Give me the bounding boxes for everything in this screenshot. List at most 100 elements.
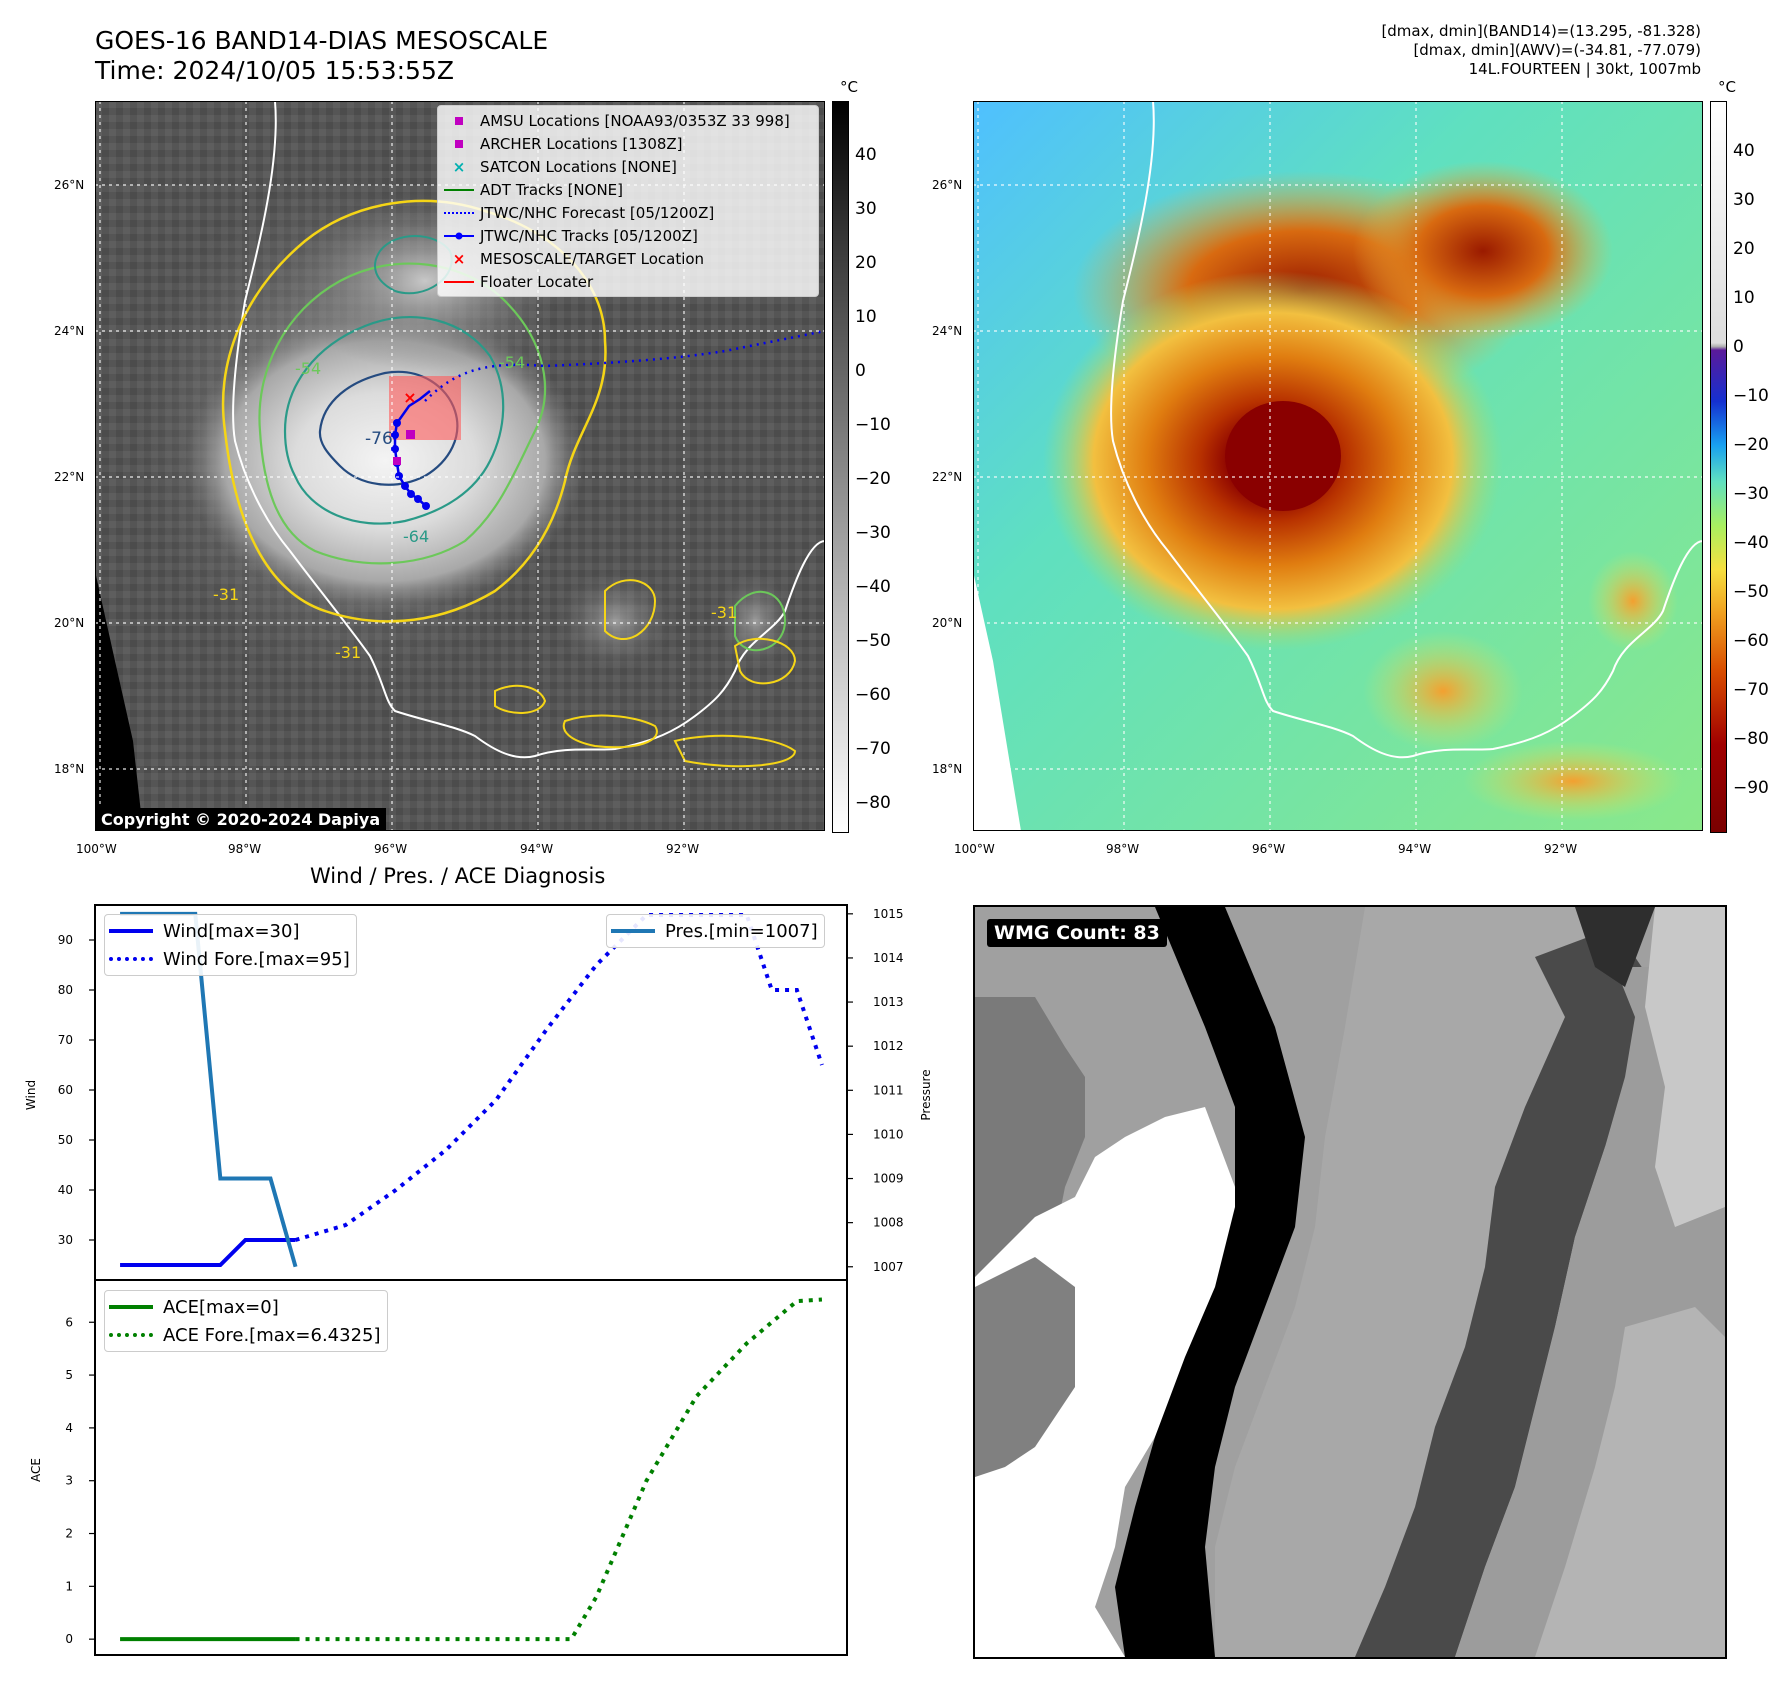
series-ace-fore-line (295, 1297, 823, 1642)
copyright-badge: Copyright © 2020-2024 Dapiya (95, 808, 387, 831)
colorbar-tick: −20 (855, 469, 891, 489)
legend-square-icon (438, 139, 480, 148)
lat-label: 20°N (932, 616, 963, 630)
map-legend: AMSU Locations [NOAA93/0353Z 33 998] ARC… (437, 105, 819, 297)
lat-label: 22°N (54, 470, 85, 484)
colorbar-tick: 20 (1733, 239, 1755, 259)
contour-label: -64 (403, 527, 430, 546)
colorbar-tick: 10 (1733, 288, 1755, 308)
colorbar-tick: −70 (1733, 680, 1769, 700)
legend-solid-line-icon (109, 929, 153, 933)
colorbar-tick: −10 (855, 415, 891, 435)
lat-label: 24°N (54, 324, 85, 338)
amsu-marker (406, 430, 415, 439)
series-wind-line (120, 1238, 296, 1267)
target-marker: × (403, 388, 416, 407)
lat-label: 26°N (932, 178, 963, 192)
color-map-panel (972, 100, 1704, 832)
ace-legend: ACE[max=0] ACE Fore.[max=6.4325] (104, 1290, 388, 1352)
colorbar-tick: −40 (1733, 533, 1769, 553)
legend-dotted-line-icon (109, 957, 153, 961)
colorbar-tick: −10 (1733, 386, 1769, 406)
contour-label: -76 (365, 429, 393, 449)
wind-axis-label: Wind (24, 1080, 38, 1110)
wind-tick-label: 30 (58, 1233, 73, 1247)
pressure-tick-label: 1010 (873, 1127, 904, 1141)
colorbar-tick: −50 (1733, 582, 1769, 602)
wind-tick-label: 60 (58, 1083, 73, 1097)
legend-item-archer: ARCHER Locations [1308Z] (438, 132, 818, 155)
wmg-count-badge: WMG Count: 83 (987, 919, 1167, 947)
lat-label: 22°N (932, 470, 963, 484)
legend-item-ace-forecast: ACE Fore.[max=6.4325] (109, 1321, 381, 1349)
color-map (972, 100, 1704, 832)
lon-label: 92°W (666, 842, 700, 856)
ace-axes-frame (94, 1279, 848, 1656)
contour-label: -54 (295, 359, 322, 378)
colorbar-tick: 20 (855, 253, 877, 273)
chart-time: Time: 2024/10/05 15:53:55Z (95, 56, 454, 85)
legend-x-icon: × (452, 157, 466, 176)
legend-item-wind: Wind[max=30] (109, 917, 350, 945)
wmg-panel: WMG Count: 83 (973, 905, 1727, 1659)
pressure-tick-label: 1013 (873, 995, 904, 1009)
legend-x-icon: × (452, 249, 466, 268)
contour-label: -31 (335, 643, 362, 662)
colorbar-tick: −50 (855, 631, 891, 651)
colorbar-tick: 40 (855, 145, 877, 165)
contour-label: -31 (711, 603, 738, 622)
info-block: [dmax, dmin](BAND14)=(13.295, -81.328) [… (1381, 22, 1701, 79)
legend-item-floater: Floater Locater (438, 270, 818, 293)
legend-item-amsu: AMSU Locations [NOAA93/0353Z 33 998] (438, 109, 818, 132)
legend-item-ace: ACE[max=0] (109, 1293, 381, 1321)
lat-label: 20°N (54, 616, 85, 630)
colorbar-unit: °C (840, 78, 858, 96)
pressure-tick-label: 1015 (873, 907, 904, 921)
pressure-tick-label: 1012 (873, 1039, 904, 1053)
info-band14: [dmax, dmin](BAND14)=(13.295, -81.328) (1381, 22, 1701, 40)
legend-solid-line-icon (611, 929, 655, 933)
series-wind-fore-line (294, 913, 824, 1242)
colorbar-tick: −20 (1733, 435, 1769, 455)
ir-map-panel: × -76 -64 -54 -54 -31 -31 -31 AMSU Locat… (94, 100, 826, 832)
wind-tick-label: 80 (58, 983, 73, 997)
ace-tick-label: 5 (65, 1368, 73, 1382)
lon-label: 96°W (374, 842, 408, 856)
wind-tick-label: 50 (58, 1133, 73, 1147)
colorbar-tick: 0 (1733, 337, 1744, 357)
colorbar-tick: 30 (1733, 190, 1755, 210)
colorbar-tick: −90 (1733, 778, 1769, 798)
legend-line-icon (438, 188, 480, 191)
colorbar-tick: −80 (855, 793, 891, 813)
lon-label: 94°W (520, 842, 554, 856)
wind-legend: Wind[max=30] Wind Fore.[max=95] (104, 914, 357, 976)
colorbar-tick: −80 (1733, 729, 1769, 749)
colorbar-left (832, 101, 849, 833)
pressure-legend: Pres.[min=1007] (606, 914, 825, 948)
pressure-tick-label: 1009 (873, 1172, 904, 1186)
colorbar-tick: 30 (855, 199, 877, 219)
wind-tick-label: 40 (58, 1183, 73, 1197)
wind-tick-label: 90 (58, 933, 73, 947)
lon-label: 96°W (1252, 842, 1286, 856)
wmg-image (975, 907, 1725, 1657)
colorbar-tick: −60 (1733, 631, 1769, 651)
ace-tick-label: 1 (65, 1579, 73, 1593)
info-storm: 14L.FOURTEEN | 30kt, 1007mb (1468, 60, 1701, 78)
info-awv: [dmax, dmin](AWV)=(-34.81, -77.079) (1413, 41, 1701, 59)
ace-tick-label: 4 (65, 1421, 73, 1435)
lat-label: 18°N (54, 762, 85, 776)
colorbar-tick: −60 (855, 685, 891, 705)
lon-label: 98°W (1106, 842, 1140, 856)
diagnosis-title: Wind / Pres. / ACE Diagnosis (310, 864, 606, 888)
colorbar-tick: −30 (855, 523, 891, 543)
pressure-tick-label: 1011 (873, 1083, 904, 1097)
contour-label: -54 (499, 353, 526, 372)
ace-axis-label: ACE (29, 1458, 43, 1482)
lat-label: 24°N (932, 324, 963, 338)
ace-tick-label: 3 (65, 1474, 73, 1488)
pressure-tick-label: 1008 (873, 1216, 904, 1230)
legend-line-dot-icon (438, 231, 480, 241)
chart-title: GOES-16 BAND14-DIAS MESOSCALE (95, 26, 549, 55)
lat-label: 26°N (54, 178, 85, 192)
